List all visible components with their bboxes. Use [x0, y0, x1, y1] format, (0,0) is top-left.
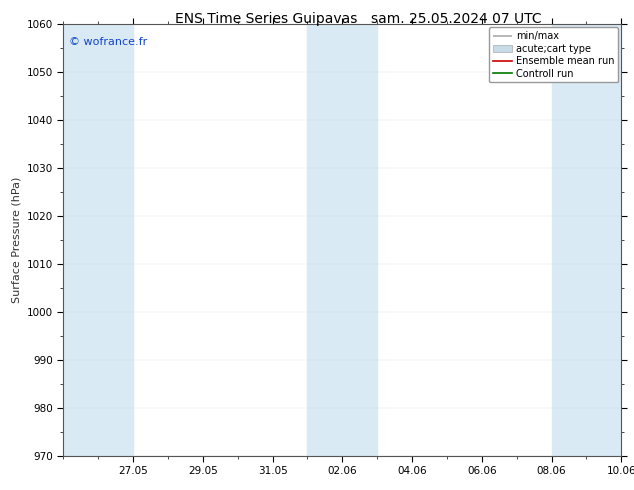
Bar — [307, 24, 377, 456]
Bar — [63, 24, 133, 456]
Y-axis label: Surface Pressure (hPa): Surface Pressure (hPa) — [11, 177, 21, 303]
Text: sam. 25.05.2024 07 UTC: sam. 25.05.2024 07 UTC — [371, 12, 542, 26]
Text: © wofrance.fr: © wofrance.fr — [69, 37, 147, 48]
Bar — [552, 24, 621, 456]
Legend: min/max, acute;cart type, Ensemble mean run, Controll run: min/max, acute;cart type, Ensemble mean … — [489, 27, 618, 82]
Text: ENS Time Series Guipavas: ENS Time Series Guipavas — [175, 12, 358, 26]
